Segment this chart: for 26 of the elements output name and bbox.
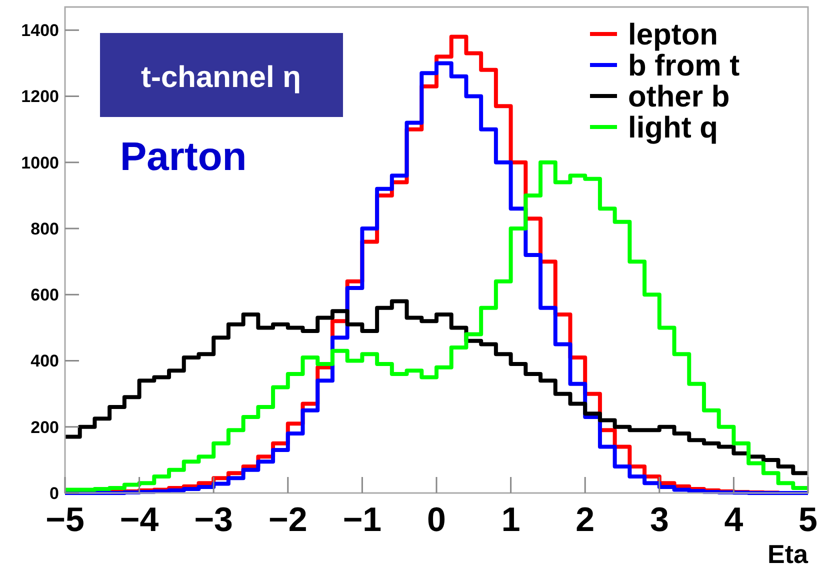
legend-label: b from t <box>628 50 740 82</box>
x-tick-label: −2 <box>268 501 308 539</box>
legend-label: other b <box>628 80 730 114</box>
y-tick-label: 1200 <box>21 87 59 106</box>
x-axis-title: Eta <box>768 539 809 569</box>
x-tick-label: 2 <box>576 501 595 539</box>
x-tick-label: −5 <box>46 501 84 539</box>
text: Parton <box>120 135 247 179</box>
x-tick-label: 5 <box>798 501 817 539</box>
legend-label: lepton <box>628 18 718 52</box>
y-tick-label: 1000 <box>21 153 59 172</box>
x-tick-label: 3 <box>650 501 669 539</box>
y-tick-label: 1400 <box>21 21 59 40</box>
text: t-channel η <box>140 61 302 94</box>
x-tick-label: −1 <box>342 501 382 539</box>
x-tick-label: 1 <box>501 501 520 539</box>
y-tick-label: 0 <box>50 484 59 503</box>
x-tick-label: 4 <box>724 501 744 539</box>
legend-label: light q <box>628 112 718 144</box>
y-tick-label: 400 <box>30 352 59 371</box>
y-tick-label: 800 <box>30 219 59 238</box>
y-tick-label: 200 <box>30 418 59 437</box>
x-tick-label: −4 <box>120 501 159 539</box>
x-tick-label: 0 <box>427 501 446 539</box>
x-tick-label: −3 <box>194 501 233 539</box>
y-tick-label: 600 <box>30 286 59 305</box>
